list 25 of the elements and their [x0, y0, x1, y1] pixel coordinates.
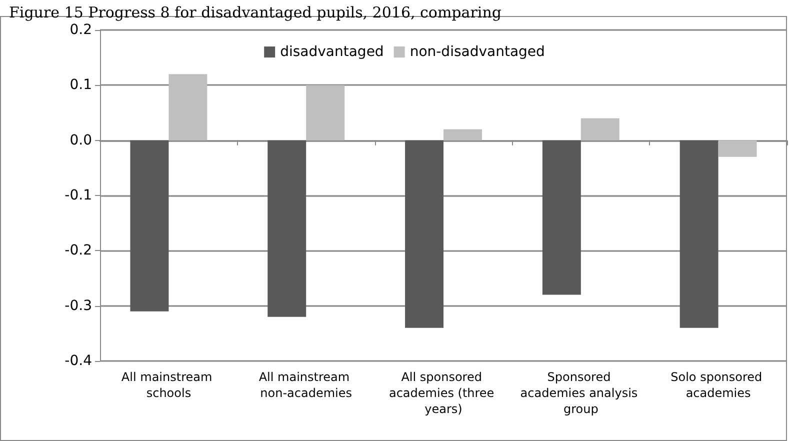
y-tick-label: -0.3 — [64, 298, 92, 314]
x-tick-label: Sponsored academies analysis group — [520, 370, 642, 416]
bar — [680, 140, 718, 328]
x-tick-label: Solo sponsored academies — [670, 370, 766, 400]
bar — [718, 140, 757, 157]
bar — [405, 140, 444, 328]
y-tick-label: -0.4 — [64, 353, 92, 369]
bar — [542, 140, 581, 295]
bar — [306, 85, 345, 140]
bar — [130, 140, 169, 312]
legend-label: non-disadvantaged — [410, 44, 545, 60]
y-tick-label: 0.2 — [70, 22, 92, 38]
y-tick-label: 0.0 — [70, 132, 92, 148]
bar — [580, 118, 620, 140]
bar — [268, 140, 306, 317]
legend-label: disadvantaged — [280, 44, 384, 60]
x-tick-label: All sponsored academies (three years) — [388, 370, 498, 416]
x-tick-label: All mainstream non-academies — [258, 370, 354, 400]
bar — [168, 74, 208, 140]
y-tick-label: -0.1 — [64, 188, 92, 204]
chart-title: Figure 15 Progress 8 for disadvantaged pupils, 2016, comparing — [9, 4, 502, 22]
y-tick-label: 0.1 — [70, 77, 92, 94]
bar — [444, 129, 482, 140]
y-tick-label: -0.2 — [64, 242, 92, 259]
x-tick-label: All mainstream schools — [121, 370, 216, 400]
